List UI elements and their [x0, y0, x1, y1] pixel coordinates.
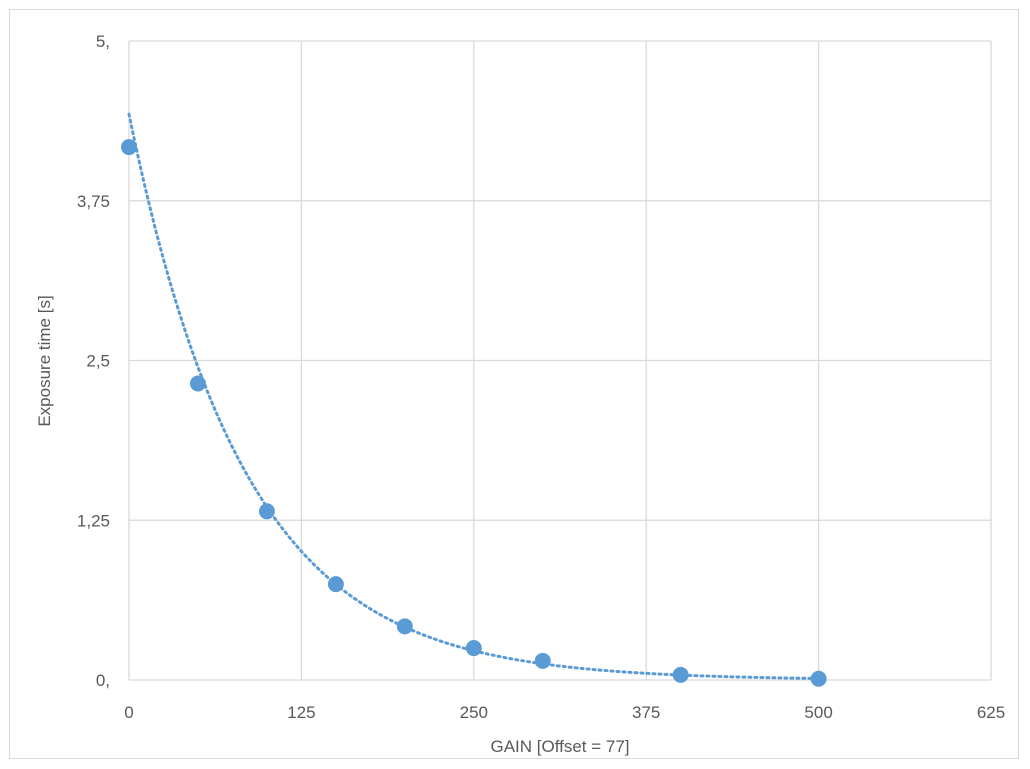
grid-lines [128, 40, 992, 681]
x-tick-label: 375 [632, 703, 660, 722]
data-point [672, 666, 689, 683]
chart-frame [9, 9, 1019, 759]
data-point [189, 375, 206, 392]
x-tick-label: 500 [804, 703, 832, 722]
x-tick-label: 125 [287, 703, 315, 722]
data-points [121, 139, 827, 687]
y-axis-title: Exposure time [s] [35, 295, 54, 426]
x-tick-label: 625 [977, 703, 1005, 722]
x-tick-label: 250 [460, 703, 488, 722]
y-tick-labels: 0, 1,25 2,5 3,75 5, [77, 32, 110, 690]
data-point [465, 640, 482, 657]
data-point [258, 503, 275, 520]
x-tick-label: 0 [124, 703, 133, 722]
y-tick-label: 1,25 [77, 511, 110, 530]
data-point [810, 670, 827, 687]
x-tick-labels: 0 125 250 375 500 625 [124, 703, 1005, 722]
data-point [534, 652, 551, 669]
x-axis-title: GAIN [Offset = 77] [490, 737, 629, 756]
data-point [121, 139, 137, 156]
y-tick-label: 0, [96, 671, 110, 690]
y-tick-label: 2,5 [86, 352, 110, 371]
y-tick-label: 3,75 [77, 192, 110, 211]
data-point [327, 576, 344, 593]
data-point [396, 618, 413, 635]
y-tick-label: 5, [96, 32, 110, 51]
